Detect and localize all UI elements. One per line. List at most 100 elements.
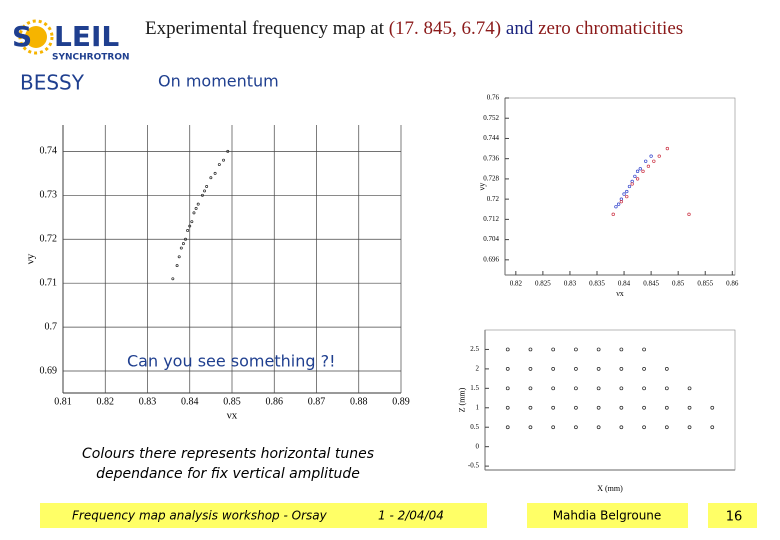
data-point (619, 425, 624, 430)
bessy-label: BESSY (20, 71, 85, 95)
footer-bar (40, 503, 487, 528)
x-tick-label: 0.82 (97, 396, 115, 407)
y-tick-label: 0.5 (470, 423, 479, 431)
data-point (192, 211, 196, 215)
data-point (614, 205, 618, 209)
data-point (644, 159, 648, 163)
footer-text: Mahdia Belgroune (553, 509, 662, 523)
data-point (574, 425, 578, 430)
data-point (710, 425, 715, 430)
data-point (638, 167, 642, 171)
data-point (528, 367, 533, 371)
y-tick-label: 2 (476, 364, 480, 372)
page-number: 16 (726, 510, 743, 525)
data-point (505, 405, 510, 410)
data-point (551, 367, 556, 371)
x-tick-label: 0.86 (726, 280, 739, 288)
x-axis-label: X (mm) (597, 484, 623, 493)
data-point (596, 347, 601, 352)
data-point (625, 194, 629, 199)
y-axis-label: νy (25, 253, 37, 264)
data-point (619, 405, 624, 410)
data-point (625, 189, 629, 194)
data-point (171, 277, 175, 281)
y-tick-label: 1 (476, 403, 480, 411)
x-tick-label: 0.87 (308, 396, 326, 407)
data-point (616, 202, 621, 206)
y-tick-label: 0.74 (40, 146, 58, 157)
data-point (664, 425, 669, 430)
data-point (190, 220, 194, 224)
y-tick-label: 0.73 (40, 190, 58, 201)
data-point (596, 386, 601, 391)
data-point (226, 149, 230, 153)
plot-frame (484, 329, 736, 471)
data-point (505, 425, 510, 430)
x-tick-label: 0.81 (54, 396, 72, 407)
data-point (528, 405, 533, 410)
footer-text: Frequency map analysis workshop - Orsay (72, 509, 328, 523)
title-part: zero chromaticities (538, 18, 683, 39)
data-point (596, 367, 601, 371)
y-tick-label: 1.5 (470, 384, 479, 392)
data-point (551, 386, 556, 391)
y-axis-label: νy (477, 183, 486, 191)
x-axis-label: νx (227, 410, 238, 422)
data-point (619, 347, 624, 352)
y-tick-label: 0.712 (483, 215, 499, 223)
data-point (551, 405, 556, 410)
data-point (203, 189, 206, 193)
x-tick-label: 0.85 (672, 280, 685, 288)
data-point (611, 212, 615, 216)
title-part: and (501, 18, 538, 39)
x-tick-label: 0.86 (266, 396, 284, 407)
data-point (528, 386, 533, 391)
data-point (646, 164, 651, 168)
y-tick-label: 0.7 (45, 321, 58, 332)
data-point (574, 367, 578, 371)
data-point (630, 182, 634, 186)
x-axis-label: νx (616, 289, 624, 298)
data-point (505, 347, 510, 352)
data-point (641, 169, 645, 173)
data-point (596, 405, 601, 410)
data-point (619, 200, 624, 204)
data-point (619, 386, 624, 391)
logo-text: S (12, 20, 32, 53)
y-tick-label: 0.76 (487, 94, 500, 102)
data-point (184, 237, 187, 241)
data-point (505, 367, 510, 371)
data-point (574, 405, 578, 410)
x-tick-label: 0.83 (564, 280, 577, 288)
data-point (642, 425, 646, 430)
x-tick-label: 0.88 (350, 396, 368, 407)
x-tick-label: 0.835 (589, 280, 605, 288)
x-tick-label: 0.85 (223, 396, 241, 407)
y-tick-label: 0.71 (40, 277, 58, 288)
x-tick-label: 0.825 (535, 280, 551, 288)
x-tick-label: 0.84 (181, 396, 199, 407)
data-point (657, 154, 661, 158)
data-point (642, 386, 646, 391)
y-tick-label: 0.736 (483, 154, 499, 162)
data-point (642, 405, 646, 410)
plot-frame (504, 97, 736, 276)
data-point (635, 177, 640, 181)
data-point (194, 207, 198, 210)
data-point (175, 264, 179, 268)
x-tick-label: 0.83 (139, 396, 157, 407)
x-tick-label: 0.855 (697, 280, 713, 288)
data-point (664, 367, 669, 371)
data-point (627, 184, 632, 189)
data-point (574, 347, 578, 352)
data-point (528, 347, 533, 352)
data-point (664, 386, 669, 391)
x-tick-label: 0.89 (392, 396, 410, 407)
y-tick-label: 0.72 (40, 234, 58, 245)
y-tick-label: -0.5 (468, 462, 480, 470)
data-point (687, 212, 691, 216)
title-part: (17. 845, 6.74) (389, 18, 501, 39)
data-point (649, 154, 653, 158)
logo-rays (18, 19, 54, 55)
